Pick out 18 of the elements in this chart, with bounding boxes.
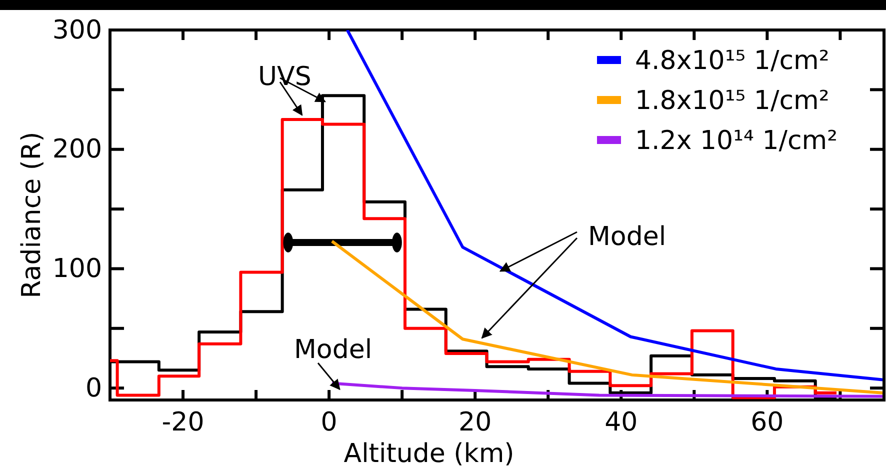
x-axis-title: Altitude (km) [344, 439, 514, 469]
annotation: Model [294, 335, 372, 365]
y-tick-label: 300 [52, 15, 102, 46]
x-tick-label: -20 [162, 407, 204, 438]
line-series [330, 382, 884, 398]
legend-label: 1.8x10¹⁵ 1/cm² [635, 86, 830, 116]
x-tick-label: 60 [750, 407, 784, 438]
y-tick-label: 200 [52, 134, 102, 165]
annotation: Model [588, 222, 666, 252]
annotation: UVS [258, 62, 312, 92]
x-tick-label: 20 [458, 407, 492, 438]
y-tick-label: 100 [52, 254, 102, 284]
y-tick-label: 0 [85, 373, 102, 404]
legend-label: 4.8x10¹⁵ 1/cm² [635, 46, 830, 76]
x-tick-label: 0 [320, 407, 338, 438]
y-axis-title: Radiance (R) [17, 132, 47, 298]
legend-label: 1.2x 10¹⁴ 1/cm² [635, 126, 838, 156]
x-tick-label: 40 [604, 407, 638, 438]
